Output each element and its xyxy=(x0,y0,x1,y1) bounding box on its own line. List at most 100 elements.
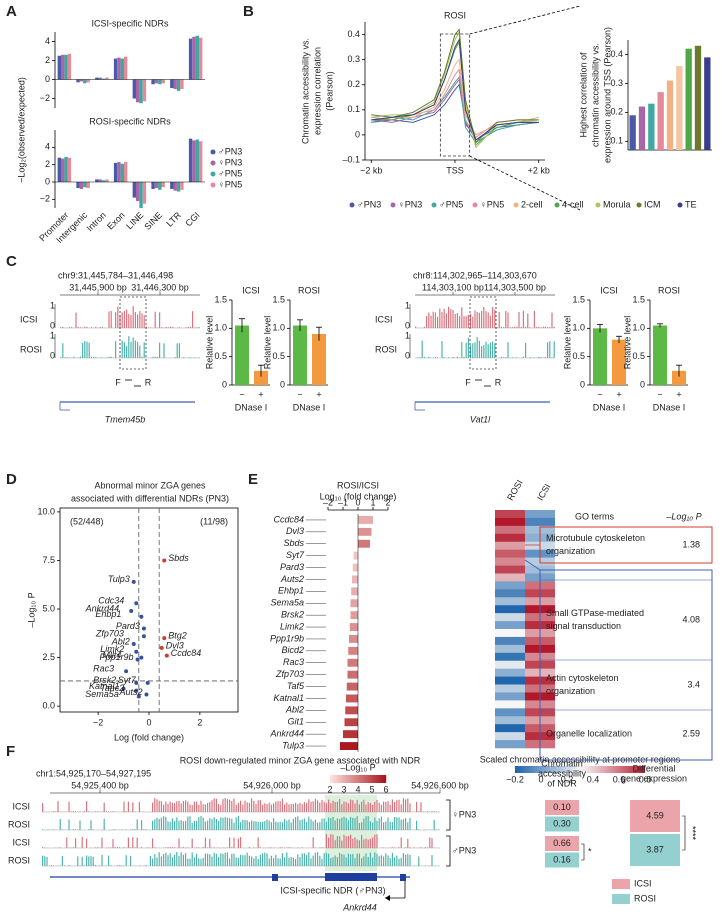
track-signal xyxy=(339,852,341,866)
track-signal xyxy=(165,852,167,866)
chart-title: ROSI xyxy=(298,285,320,295)
primer-label: R xyxy=(495,377,502,387)
bar xyxy=(113,58,118,80)
track-scale: 0 xyxy=(405,350,410,360)
y-tick-label: 2 xyxy=(45,159,50,169)
track-signal xyxy=(511,327,513,328)
bar xyxy=(61,158,65,182)
track-signal xyxy=(226,799,228,812)
track-label: ICSI xyxy=(12,801,30,811)
track-signal xyxy=(50,865,52,866)
bar xyxy=(312,334,326,385)
track-signal xyxy=(154,356,156,358)
track-signal xyxy=(549,341,551,358)
colorbar-swatch xyxy=(575,766,578,773)
track-signal xyxy=(257,800,259,812)
colorbar-swatch xyxy=(570,766,573,773)
track-signal xyxy=(367,857,369,866)
colorbar-swatch xyxy=(362,775,365,783)
track-signal xyxy=(398,799,400,812)
track-signal xyxy=(60,327,62,328)
track-signal xyxy=(463,356,465,358)
x-tick-label: + xyxy=(616,389,621,399)
bar xyxy=(235,325,249,385)
track-signal xyxy=(547,342,549,358)
track-signal xyxy=(472,343,474,358)
track-signal xyxy=(334,820,336,830)
colorbar-swatch xyxy=(637,766,641,773)
colorbar-swatch xyxy=(590,766,593,773)
track-signal xyxy=(99,865,101,866)
track-signal xyxy=(328,837,330,848)
colorbar-tick: −0.2 xyxy=(506,774,524,784)
bar xyxy=(83,182,87,188)
chart-title: ICSI-specific NDRs xyxy=(91,18,169,28)
track-signal xyxy=(372,857,374,866)
colorbar-label: –Log₁₀ P xyxy=(340,762,375,772)
bar xyxy=(161,79,165,84)
x-tick-label: Intron xyxy=(85,210,108,233)
track-signal xyxy=(90,856,92,866)
track-signal xyxy=(467,337,469,358)
y-tick-label: 1.0 xyxy=(272,323,285,333)
track-signal xyxy=(213,847,215,848)
ndr-label: ICSI-specific NDR (♂PN3) xyxy=(280,885,385,895)
track-signal xyxy=(419,357,421,358)
track-signal xyxy=(134,829,136,830)
track-signal xyxy=(132,337,134,358)
bar xyxy=(704,57,711,150)
axis-label: expression correlation xyxy=(312,47,322,135)
track-signal xyxy=(516,357,518,358)
track-signal xyxy=(463,316,465,328)
bar xyxy=(86,79,90,83)
track-signal xyxy=(407,854,409,866)
track-signal xyxy=(194,327,196,328)
chart-title: Abnormal minor ZGA genes xyxy=(94,480,206,490)
bar xyxy=(139,79,143,104)
colorbar-swatch xyxy=(535,766,538,773)
track-signal xyxy=(110,310,112,328)
zoom-connector xyxy=(469,5,581,35)
group-bracket xyxy=(446,799,451,831)
track-signal xyxy=(264,821,266,830)
colorbar-swatch xyxy=(372,775,375,783)
track-signal xyxy=(522,356,524,358)
track-signal xyxy=(456,356,458,358)
track-signal xyxy=(94,847,96,848)
track-signal xyxy=(235,857,237,866)
track-signal xyxy=(398,858,400,866)
y-tick-label: 0.1 xyxy=(347,104,360,114)
track-signal xyxy=(301,804,303,812)
track-signal xyxy=(233,853,235,866)
track-scale: 1 xyxy=(50,330,55,340)
colorbar-swatch xyxy=(622,766,626,773)
track-signal xyxy=(130,315,132,328)
colorbar-label: Scaled chromatin accessibility at promot… xyxy=(480,754,681,764)
track-signal xyxy=(356,839,358,848)
annotation: (11/98) xyxy=(200,516,228,526)
track-signal xyxy=(82,327,84,328)
y-tick-label: 5.0 xyxy=(42,603,55,613)
gene-exon xyxy=(325,873,377,881)
track-signal xyxy=(273,818,275,830)
track-signal xyxy=(330,803,332,812)
track-signal xyxy=(465,316,467,328)
track-signal xyxy=(130,855,132,866)
track-signal xyxy=(174,820,176,830)
track-signal xyxy=(253,821,255,830)
track-signal xyxy=(158,800,160,812)
heatmap-cell xyxy=(525,510,555,519)
bar xyxy=(76,182,80,189)
series-line xyxy=(371,78,539,136)
bar xyxy=(676,66,683,150)
track-signal xyxy=(358,804,360,812)
category-label: Ppp1r9b xyxy=(270,633,304,643)
x-tick-label: TSS xyxy=(446,165,464,175)
colorbar-swatch xyxy=(572,766,576,773)
heatmap-cell xyxy=(495,597,525,606)
track-signal xyxy=(461,307,463,328)
track-signal xyxy=(409,854,411,866)
colorbar-swatch xyxy=(366,775,369,783)
legend-label: ♂PN3 xyxy=(218,146,242,156)
track-signal xyxy=(275,821,277,830)
